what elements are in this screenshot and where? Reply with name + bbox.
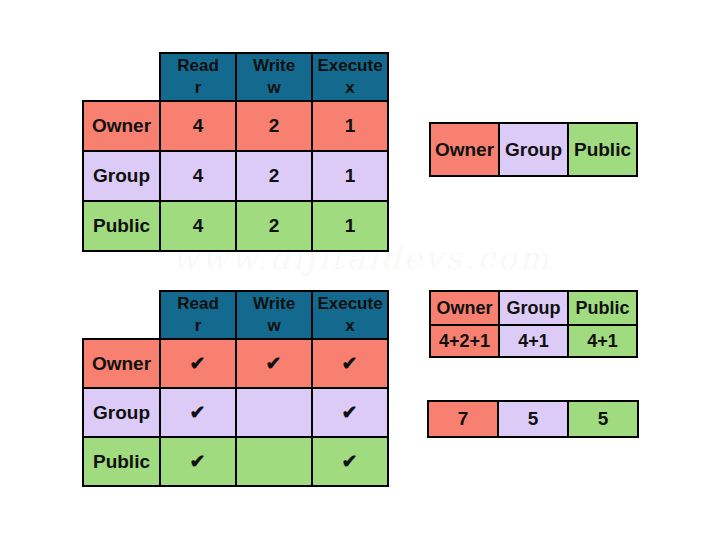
value-cell: 4 (160, 201, 236, 251)
value-cell: 2 (236, 201, 312, 251)
result-cell-public: 5 (568, 401, 638, 437)
sum-value-public: 4+1 (568, 325, 637, 357)
entity-cell-public: Public (568, 123, 637, 176)
empty-cell (236, 437, 312, 486)
header-label: Write (253, 56, 295, 75)
header-label: Execute (317, 56, 382, 75)
checkmark-cell: ✔ (312, 437, 388, 486)
sum-value-owner: 4+2+1 (430, 325, 499, 357)
entity-strip-table: Owner Group Public (429, 122, 638, 177)
column-header-write: Write w (236, 53, 312, 101)
column-header-execute: Execute x (312, 53, 388, 101)
header-letter: w (267, 78, 280, 97)
checkmark-cell: ✔ (160, 339, 236, 388)
value-cell: 1 (312, 201, 388, 251)
row-label-group: Group (83, 388, 160, 437)
result-strip-table: 7 5 5 (427, 400, 639, 438)
value-cell: 2 (236, 101, 312, 151)
value-cell: 4 (160, 151, 236, 201)
value-cell: 4 (160, 101, 236, 151)
column-header-execute: Execute x (312, 291, 388, 339)
column-header-read: Read r (160, 291, 236, 339)
sum-value-group: 4+1 (499, 325, 568, 357)
result-cell-owner: 7 (428, 401, 498, 437)
value-cell: 2 (236, 151, 312, 201)
value-cell: 1 (312, 151, 388, 201)
entity-row: Owner Group Public (430, 123, 637, 176)
sum-value-row: 4+2+1 4+1 4+1 (430, 325, 637, 357)
entity-cell-owner: Owner (430, 123, 499, 176)
row-label-owner: Owner (83, 339, 160, 388)
header-label: Write (253, 294, 295, 313)
header-letter: r (195, 316, 202, 335)
checkmark-cell: ✔ (160, 437, 236, 486)
corner-spacer (83, 291, 160, 339)
result-row: 7 5 5 (428, 401, 638, 437)
row-label-public: Public (83, 437, 160, 486)
result-cell-group: 5 (498, 401, 568, 437)
sum-table: Owner Group Public 4+2+1 4+1 4+1 (429, 290, 638, 358)
numeric-permission-table: Read r Write w Execute x Owner 4 2 1 Group … (82, 52, 389, 252)
header-label: Read (177, 56, 219, 75)
table-row-group: Group ✔ ✔ (83, 388, 388, 437)
row-label-owner: Owner (83, 101, 160, 151)
table-row-public: Public ✔ ✔ (83, 437, 388, 486)
header-letter: x (345, 78, 354, 97)
sum-header-row: Owner Group Public (430, 291, 637, 325)
checkmark-cell: ✔ (160, 388, 236, 437)
value-cell: 1 (312, 101, 388, 151)
check-permission-table: Read r Write w Execute x Owner ✔ ✔ ✔ Group … (82, 290, 389, 487)
row-label-public: Public (83, 201, 160, 251)
sum-header-group: Group (499, 291, 568, 325)
checkmark-cell: ✔ (312, 339, 388, 388)
sum-header-public: Public (568, 291, 637, 325)
table-row-public: Public 4 2 1 (83, 201, 388, 251)
column-header-write: Write w (236, 291, 312, 339)
header-letter: x (345, 316, 354, 335)
entity-cell-group: Group (499, 123, 568, 176)
permissions-diagram: www.dijitaldevs.com Readr Writew Execute… (0, 0, 720, 540)
empty-cell (236, 388, 312, 437)
column-header-read: Read r (160, 53, 236, 101)
header-letter: r (195, 78, 202, 97)
table-row-group: Group 4 2 1 (83, 151, 388, 201)
corner-spacer (83, 53, 160, 101)
header-letter: w (267, 316, 280, 335)
checkmark-cell: ✔ (236, 339, 312, 388)
row-label-group: Group (83, 151, 160, 201)
sum-header-owner: Owner (430, 291, 499, 325)
header-row: Read r Write w Execute x (83, 291, 388, 339)
header-row: Read r Write w Execute x (83, 53, 388, 101)
header-label: Execute (317, 294, 382, 313)
checkmark-cell: ✔ (312, 388, 388, 437)
table-row-owner: Owner 4 2 1 (83, 101, 388, 151)
header-label: Read (177, 294, 219, 313)
table-row-owner: Owner ✔ ✔ ✔ (83, 339, 388, 388)
